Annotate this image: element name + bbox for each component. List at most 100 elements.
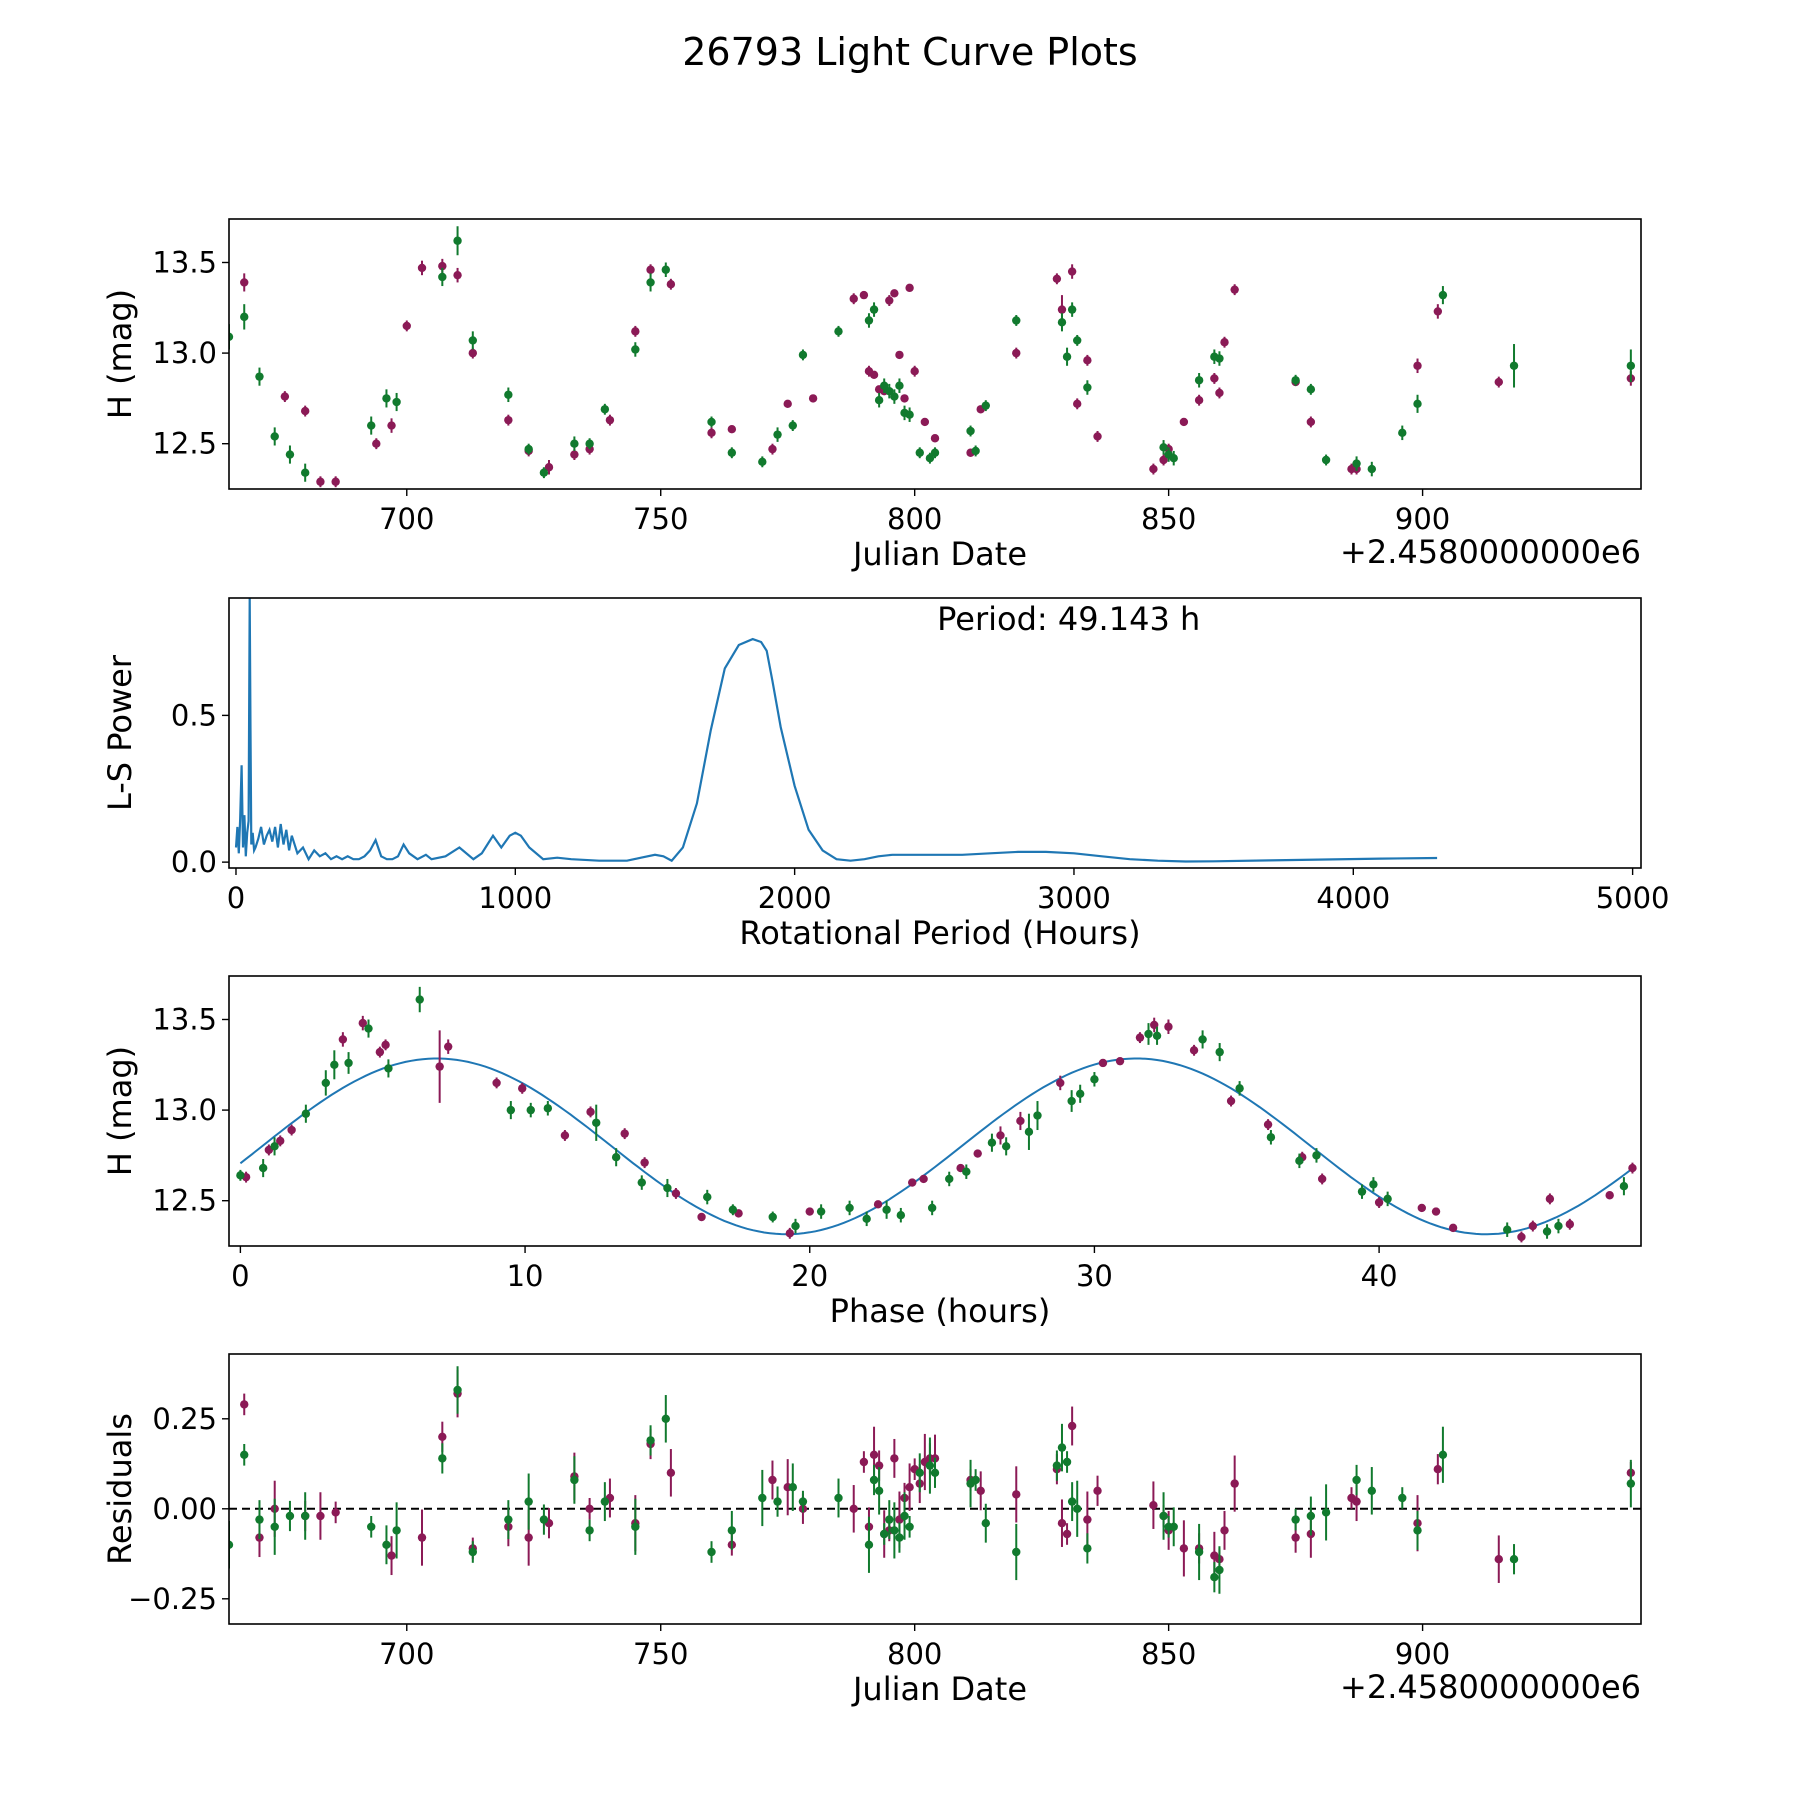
data-point	[1057, 1423, 1067, 1472]
point-marker	[661, 265, 671, 274]
point-marker	[1067, 1421, 1077, 1431]
data-point	[1149, 1481, 1158, 1529]
y-axis-label: H (mag)	[101, 289, 139, 419]
series-filter-a	[240, 258, 1636, 488]
data-point	[1075, 1084, 1085, 1103]
point-marker	[785, 1229, 795, 1238]
data-point	[506, 1101, 516, 1120]
data-point	[518, 1082, 527, 1094]
y-tick-label: 12.5	[152, 427, 217, 461]
point-marker	[637, 1178, 646, 1187]
data-point	[798, 349, 808, 361]
point-marker	[859, 1457, 869, 1467]
point-marker	[504, 1515, 513, 1524]
data-point	[280, 391, 290, 403]
data-point	[229, 1521, 234, 1569]
point-marker	[919, 1174, 928, 1184]
data-point	[727, 425, 737, 434]
point-marker	[1189, 1046, 1199, 1055]
point-marker	[880, 1529, 889, 1539]
point-marker	[930, 434, 940, 443]
data-point	[344, 1052, 353, 1074]
data-point	[1494, 1535, 1503, 1583]
data-point	[586, 1106, 595, 1118]
data-point	[834, 325, 843, 337]
data-point	[919, 1174, 928, 1184]
point-marker	[506, 1105, 516, 1115]
data-point	[1220, 336, 1229, 348]
point-marker	[1083, 356, 1092, 365]
point-marker	[438, 1454, 447, 1463]
data-point	[1352, 1464, 1361, 1496]
point-marker	[925, 1461, 935, 1470]
point-marker	[880, 381, 889, 390]
data-point	[768, 1460, 777, 1500]
data-point	[1503, 1222, 1512, 1237]
series-filter-b	[229, 226, 1636, 482]
point-marker	[783, 399, 792, 409]
point-marker	[925, 453, 935, 463]
point-marker	[697, 1212, 706, 1222]
data-point	[331, 1501, 340, 1524]
x-tick-label: 800	[887, 1637, 942, 1671]
point-marker	[1367, 1486, 1377, 1496]
data-point	[646, 273, 655, 292]
point-marker	[330, 1060, 339, 1069]
point-marker	[375, 1047, 385, 1057]
x-tick-label: 30	[1076, 1259, 1113, 1293]
subplot-residuals: 700 750 800 850 900 −0.25 0.00 0.25 Julian Date R…	[101, 1353, 1642, 1708]
data-point	[444, 1039, 453, 1054]
series-filter-b	[236, 986, 1629, 1239]
data-point	[758, 1469, 767, 1527]
point-marker	[240, 312, 249, 322]
data-point	[1215, 351, 1224, 366]
data-point	[1012, 1523, 1021, 1581]
data-point	[1321, 454, 1331, 466]
x-tick-label: 1000	[478, 881, 552, 915]
point-marker	[240, 278, 249, 287]
data-point	[1090, 1072, 1099, 1087]
data-point	[1306, 416, 1316, 428]
data-point	[1012, 347, 1021, 359]
data-point	[1619, 1177, 1629, 1196]
data-point	[1033, 1101, 1042, 1131]
point-marker	[996, 1131, 1005, 1140]
y-tick-label: 13.5	[152, 1002, 217, 1036]
point-marker	[300, 468, 310, 477]
x-offset-label: +2.4580000000e6	[1340, 533, 1641, 571]
point-marker	[1374, 1198, 1384, 1207]
data-point	[364, 1019, 373, 1038]
data-point	[605, 414, 615, 426]
data-point	[981, 1503, 990, 1543]
data-point	[1159, 454, 1168, 466]
point-marker	[1263, 1120, 1273, 1129]
data-point	[915, 1453, 924, 1493]
point-marker	[905, 410, 914, 419]
data-point	[435, 1030, 444, 1103]
data-point	[1073, 1480, 1082, 1537]
point-marker	[570, 439, 579, 448]
point-marker	[1194, 396, 1204, 405]
point-marker	[600, 1497, 610, 1506]
point-marker	[570, 1475, 579, 1485]
data-point	[1306, 1496, 1316, 1536]
data-point	[285, 445, 295, 464]
point-marker	[544, 463, 554, 472]
point-marker	[758, 1493, 767, 1503]
point-marker	[1169, 1522, 1178, 1532]
data-point	[1291, 1508, 1300, 1531]
data-point	[570, 1456, 579, 1504]
point-marker	[1413, 1526, 1422, 1535]
point-marker	[859, 290, 869, 300]
point-marker	[1220, 1526, 1229, 1535]
data-point	[768, 443, 777, 455]
x-tick-label: 800	[887, 502, 942, 536]
point-marker	[539, 1515, 549, 1524]
point-marker	[1057, 1519, 1067, 1528]
point-marker	[788, 421, 797, 430]
data-point	[895, 378, 904, 393]
data-point	[890, 1502, 899, 1559]
data-point	[1179, 417, 1189, 427]
data-point	[240, 304, 249, 330]
point-marker	[321, 1078, 330, 1088]
